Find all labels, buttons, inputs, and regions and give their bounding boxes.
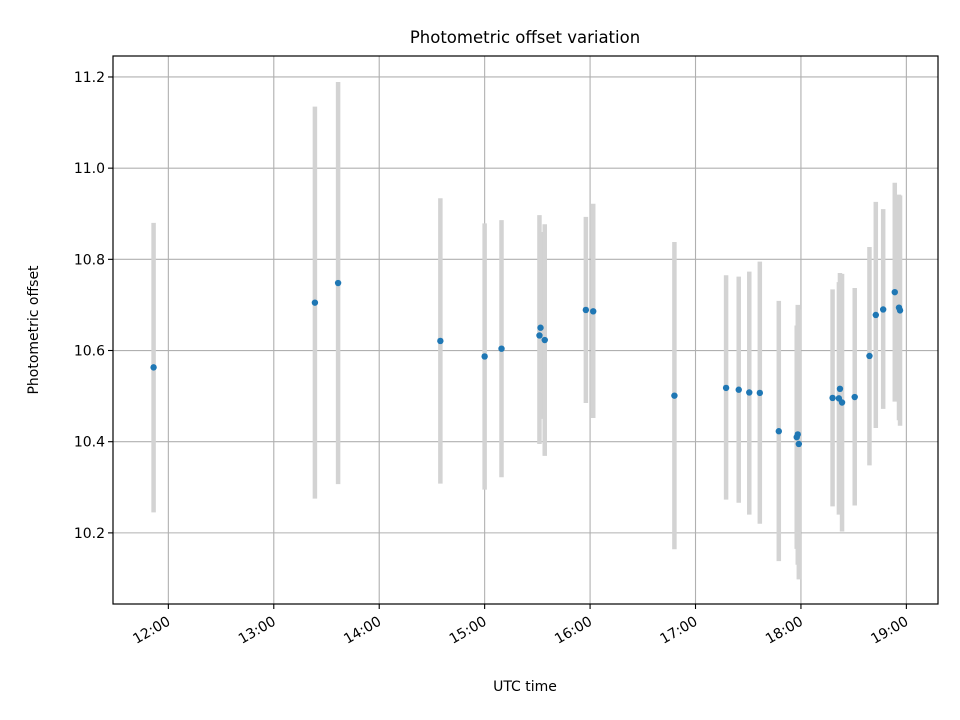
y-tick-label: 11.2 [74, 70, 105, 86]
chart-title: Photometric offset variation [410, 28, 640, 47]
data-point [537, 324, 544, 331]
data-point [794, 431, 801, 438]
y-axis-label: Photometric offset [26, 265, 42, 395]
data-point [896, 307, 904, 314]
data-point [311, 299, 319, 306]
data-point [866, 352, 873, 360]
y-tick-label: 10.8 [74, 252, 105, 268]
data-point [836, 385, 844, 393]
data-point [437, 337, 444, 345]
data-point [590, 308, 597, 315]
data-point [795, 440, 803, 448]
y-axis-ticks: 10.2 10.4 10.6 10.8 11.0 11.2 [74, 70, 113, 542]
data-point [872, 311, 879, 319]
data-point [756, 389, 764, 397]
data-point [775, 428, 782, 435]
y-tick-label: 10.2 [74, 526, 105, 542]
x-axis-label: UTC time [493, 679, 557, 695]
data-point [838, 399, 846, 406]
data-point [541, 336, 548, 344]
data-point [498, 345, 505, 352]
grid-lines [113, 56, 938, 604]
data-points [150, 279, 904, 448]
data-point [746, 389, 753, 396]
data-point [481, 353, 488, 360]
data-point [536, 332, 543, 339]
plot-frame [112, 55, 939, 605]
data-point [334, 279, 342, 287]
data-point [582, 306, 590, 314]
data-point [879, 306, 887, 313]
data-point [891, 288, 898, 296]
y-tick-label: 11.0 [74, 161, 105, 177]
y-tick-label: 10.6 [74, 344, 105, 360]
data-point [150, 364, 157, 371]
data-point [735, 386, 742, 393]
y-tick-label: 10.4 [74, 435, 105, 451]
data-point [722, 384, 730, 392]
data-point [851, 393, 858, 401]
data-point [829, 394, 836, 402]
data-point [671, 392, 678, 399]
